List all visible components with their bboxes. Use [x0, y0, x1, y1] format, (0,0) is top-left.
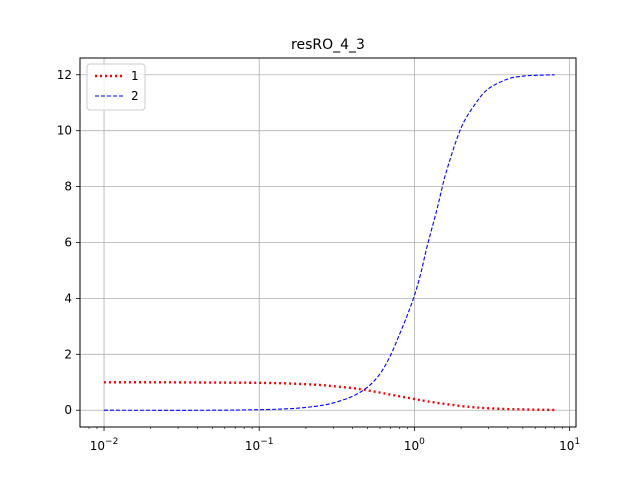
y-tick-label: 10 [57, 124, 72, 138]
x-tick-label: 10−1 [245, 437, 274, 453]
x-axis: 10−2 10−1 100 101 [88, 427, 580, 453]
y-tick-label: 6 [64, 236, 72, 250]
legend-label-2: 2 [131, 89, 139, 103]
x-tick-label: 10−2 [90, 437, 119, 453]
series-line-2 [104, 74, 555, 411]
series-line-1 [104, 381, 555, 412]
legend: 12 [86, 63, 146, 111]
y-tick-label: 12 [57, 68, 72, 82]
series-group [104, 74, 555, 412]
chart-title: resRO_4_3 [291, 37, 365, 53]
y-axis: 0 2 4 6 8 10 12 [57, 68, 80, 417]
y-tick-label: 2 [64, 347, 72, 361]
grid [80, 58, 576, 427]
y-tick-label: 8 [64, 180, 72, 194]
x-tick-label: 101 [559, 437, 580, 453]
legend-label-1: 1 [131, 69, 139, 83]
x-tick-label: 100 [404, 437, 425, 453]
y-tick-label: 4 [64, 291, 72, 305]
y-tick-label: 0 [64, 403, 72, 417]
